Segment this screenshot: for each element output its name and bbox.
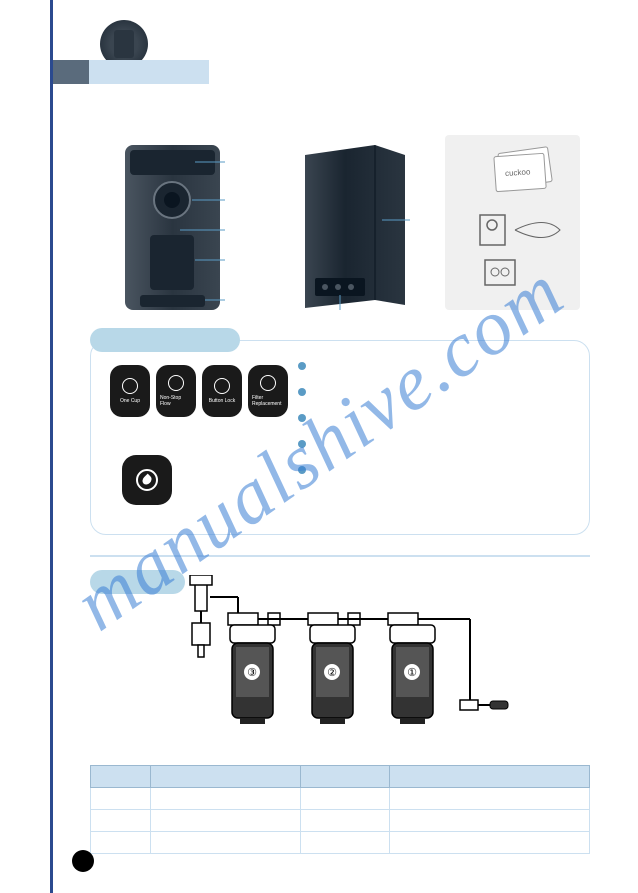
btn-label: One Cup <box>120 398 140 404</box>
filter-num-3: ③ <box>247 667 257 679</box>
filter-num-2: ② <box>327 667 337 679</box>
product-back-image <box>300 140 410 310</box>
water-drop-icon <box>136 469 158 491</box>
lock-button[interactable]: Button Lock <box>202 365 242 417</box>
controls-tab <box>90 328 240 352</box>
accessories-panel: cuckoo <box>445 135 580 310</box>
btn-label: Button Lock <box>209 398 235 404</box>
page-number <box>72 850 94 872</box>
feature-dots <box>298 362 306 492</box>
button-row: One Cup Non-Stop Flow Button Lock Filter… <box>110 365 288 417</box>
table-row <box>91 832 590 854</box>
product-front-image <box>120 140 225 315</box>
one-cup-button[interactable]: One Cup <box>110 365 150 417</box>
btn-label: Filter Replacement <box>252 395 284 407</box>
dispense-button[interactable] <box>122 455 172 505</box>
nonstop-button[interactable]: Non-Stop Flow <box>156 365 196 417</box>
svg-text:cuckoo: cuckoo <box>505 167 531 178</box>
table-row <box>91 788 590 810</box>
filter-table <box>90 765 590 854</box>
table-row <box>91 810 590 832</box>
section-divider <box>90 555 590 557</box>
filter-tab <box>90 570 185 594</box>
btn-label: Non-Stop Flow <box>160 395 192 407</box>
table-header-row <box>91 766 590 788</box>
filter-diagram: ③ ② ① <box>180 575 510 755</box>
header-bar <box>53 60 593 84</box>
filter-num-1: ① <box>407 667 417 679</box>
left-border <box>50 0 53 893</box>
filter-button[interactable]: Filter Replacement <box>248 365 288 417</box>
